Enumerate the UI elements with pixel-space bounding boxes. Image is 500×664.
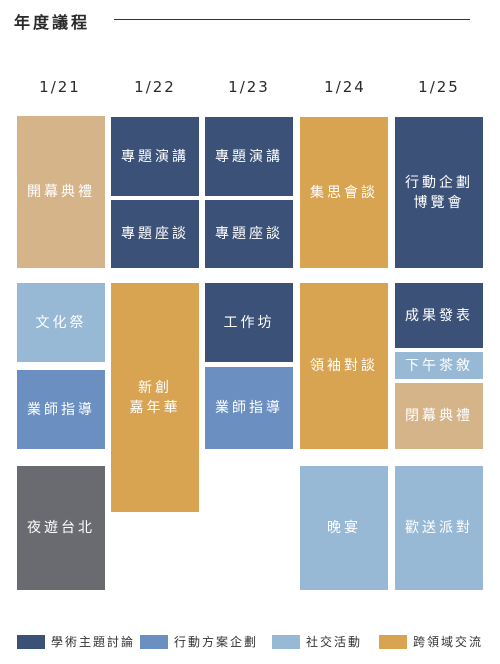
legend-swatch — [272, 635, 300, 649]
event-label: 文化祭 — [36, 313, 87, 333]
title-divider — [114, 19, 470, 20]
date-header-1-25: 1/25 — [394, 78, 484, 96]
event-leader-dialogue[interactable]: 領袖對談 — [300, 283, 388, 449]
event-label: 開幕典禮 — [27, 182, 95, 202]
legend-swatch — [140, 635, 168, 649]
event-closing-ceremony[interactable]: 閉幕典禮 — [395, 383, 483, 449]
event-dinner[interactable]: 晚宴 — [300, 466, 388, 590]
event-label: 成果發表 — [405, 306, 473, 326]
date-header-1-21: 1/21 — [15, 78, 105, 96]
event-label: 行動企劃 博覽會 — [405, 173, 473, 213]
legend-item-cross-domain: 跨領域交流 — [379, 633, 483, 650]
event-culture-festival[interactable]: 文化祭 — [17, 283, 105, 362]
event-keynote[interactable]: 專題演講 — [205, 117, 293, 196]
legend-label: 學術主題討論 — [51, 633, 135, 650]
legend-label: 行動方案企劃 — [174, 633, 258, 650]
event-label: 專題座談 — [215, 224, 283, 244]
event-idea-talk[interactable]: 集思會談 — [300, 117, 388, 268]
event-label: 夜遊台北 — [27, 518, 95, 538]
event-label: 晚宴 — [327, 518, 361, 538]
event-workshop[interactable]: 工作坊 — [205, 283, 293, 362]
event-action-plan-expo[interactable]: 行動企劃 博覽會 — [395, 117, 483, 268]
event-results-presentation[interactable]: 成果發表 — [395, 283, 483, 348]
legend-swatch — [17, 635, 45, 649]
event-seminar[interactable]: 專題座談 — [205, 200, 293, 268]
event-label: 業師指導 — [215, 398, 283, 418]
date-header-1-23: 1/23 — [204, 78, 294, 96]
event-label: 新創 嘉年華 — [130, 378, 181, 418]
event-label: 領袖對談 — [310, 356, 378, 376]
event-label: 業師指導 — [27, 400, 95, 420]
date-header-1-22: 1/22 — [110, 78, 200, 96]
event-afternoon-tea[interactable]: 下午茶敘 — [395, 352, 483, 379]
event-farewell-party[interactable]: 歡送派對 — [395, 466, 483, 590]
date-header-1-24: 1/24 — [300, 78, 390, 96]
legend-item-academic: 學術主題討論 — [17, 633, 135, 650]
event-label: 專題演講 — [215, 147, 283, 167]
event-label: 工作坊 — [224, 313, 275, 333]
event-label: 歡送派對 — [405, 518, 473, 538]
event-label: 集思會談 — [310, 183, 378, 203]
legend-label: 社交活動 — [306, 633, 362, 650]
event-label: 專題座談 — [121, 224, 189, 244]
legend-item-action: 行動方案企劃 — [140, 633, 258, 650]
event-label: 閉幕典禮 — [405, 406, 473, 426]
event-label: 專題演講 — [121, 147, 189, 167]
event-startup-carnival[interactable]: 新創 嘉年華 — [111, 283, 199, 512]
legend-label: 跨領域交流 — [413, 633, 483, 650]
page-title: 年度議程 — [14, 9, 90, 33]
event-seminar[interactable]: 專題座談 — [111, 200, 199, 268]
legend-item-social: 社交活動 — [272, 633, 362, 650]
legend-swatch — [379, 635, 407, 649]
event-label: 下午茶敘 — [405, 356, 473, 376]
event-mentor-guidance[interactable]: 業師指導 — [17, 370, 105, 449]
event-keynote[interactable]: 專題演講 — [111, 117, 199, 196]
event-mentor-guidance[interactable]: 業師指導 — [205, 367, 293, 449]
event-opening-ceremony[interactable]: 開幕典禮 — [17, 116, 105, 268]
event-night-tour[interactable]: 夜遊台北 — [17, 466, 105, 590]
